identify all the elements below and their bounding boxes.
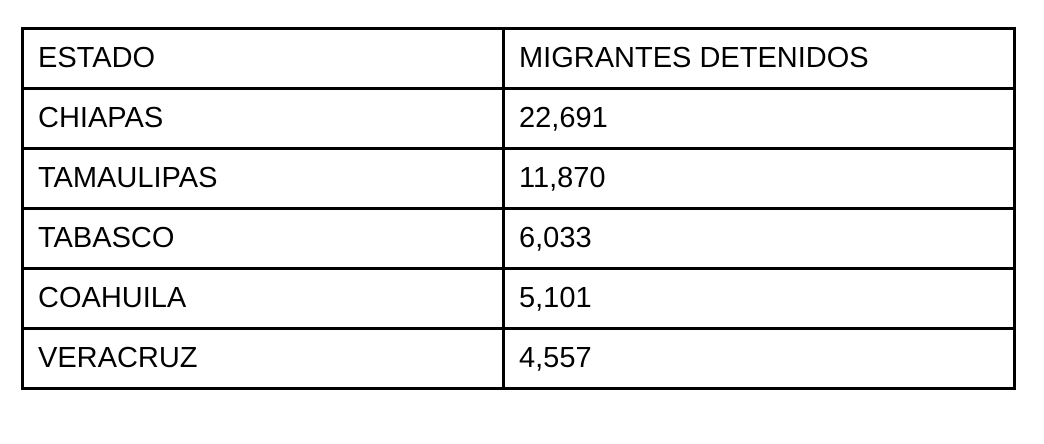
cell-migrantes: 4,557 <box>502 327 1016 390</box>
cell-migrantes: 11,870 <box>502 147 1016 210</box>
cell-estado: CHIAPAS <box>21 87 505 150</box>
cell-estado: VERACRUZ <box>21 327 505 390</box>
table-row: TAMAULIPAS 11,870 <box>21 147 1016 210</box>
table-row: CHIAPAS 22,691 <box>21 87 1016 150</box>
table-row: VERACRUZ 4,557 <box>21 327 1016 390</box>
header-estado: ESTADO <box>21 27 505 90</box>
table-header-row: ESTADO MIGRANTES DETENIDOS <box>21 27 1016 90</box>
header-migrantes-detenidos: MIGRANTES DETENIDOS <box>502 27 1016 90</box>
migrants-table: ESTADO MIGRANTES DETENIDOS CHIAPAS 22,69… <box>21 27 1016 390</box>
cell-migrantes: 5,101 <box>502 267 1016 330</box>
table-row: TABASCO 6,033 <box>21 207 1016 270</box>
cell-estado: TAMAULIPAS <box>21 147 505 210</box>
table-row: COAHUILA 5,101 <box>21 267 1016 330</box>
cell-estado: COAHUILA <box>21 267 505 330</box>
cell-migrantes: 6,033 <box>502 207 1016 270</box>
cell-migrantes: 22,691 <box>502 87 1016 150</box>
cell-estado: TABASCO <box>21 207 505 270</box>
